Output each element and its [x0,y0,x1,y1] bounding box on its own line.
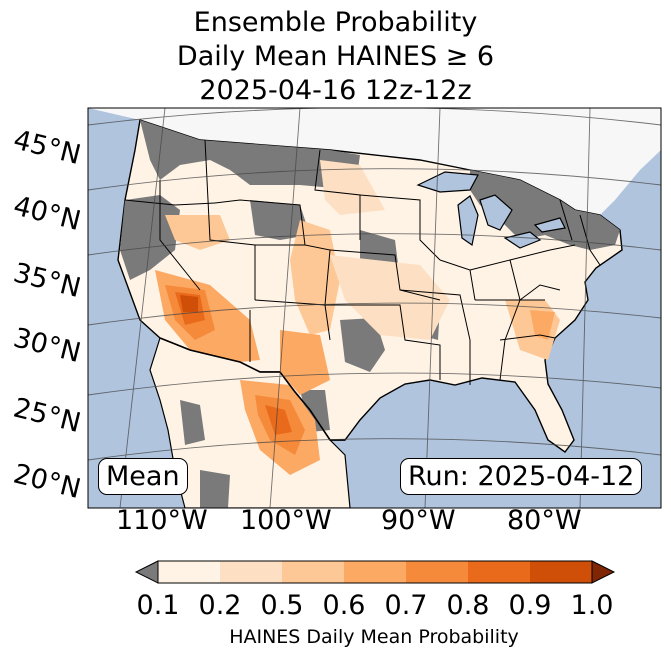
colorbar-tick-6: 0.9 [508,590,552,621]
colorbar-tick-4: 0.7 [384,590,428,621]
run-label-box: Run: 2025-04-12 [400,458,643,495]
colorbar-label: HAINES Daily Mean Probability [229,626,519,648]
colorbar-under-arrow [134,560,159,584]
colorbar-over-arrow [591,560,616,584]
colorbar-tick-1: 0.2 [198,590,242,621]
colorbar-frame [157,560,593,584]
colorbar-tick-2: 0.5 [260,590,304,621]
lon-label-80: 80°W [507,505,582,536]
title-line-1: Ensemble Probability [193,7,478,38]
title-line-3: 2025-04-16 12z-12z [199,75,472,106]
great-lakes [416,171,566,249]
colorbar-bin-0 [158,561,221,583]
colorbar-tick-3: 0.6 [322,590,366,621]
lon-label-90: 90°W [381,505,456,536]
colorbar-bin-1 [220,561,283,583]
title-line-2: Daily Mean HAINES ≥ 6 [176,41,495,72]
lon-label-110: 110°W [116,505,208,536]
map-frame [87,107,662,509]
colorbar-bin-2 [282,561,345,583]
graticule [88,108,661,508]
lon-label-100: 100°W [240,505,332,536]
mean-label-box: Mean [98,458,188,495]
colorbar-bin-3 [344,561,407,583]
colorbar-bin-4 [406,561,469,583]
colorbar-bin-6 [530,561,593,583]
colorbar-tick-5: 0.8 [446,590,490,621]
canada-land [88,108,661,215]
colorbar-tick-7: 1.0 [570,590,614,621]
colorbar-bin-5 [468,561,531,583]
colorbar [134,560,616,584]
colorbar-tick-0: 0.1 [136,590,180,621]
